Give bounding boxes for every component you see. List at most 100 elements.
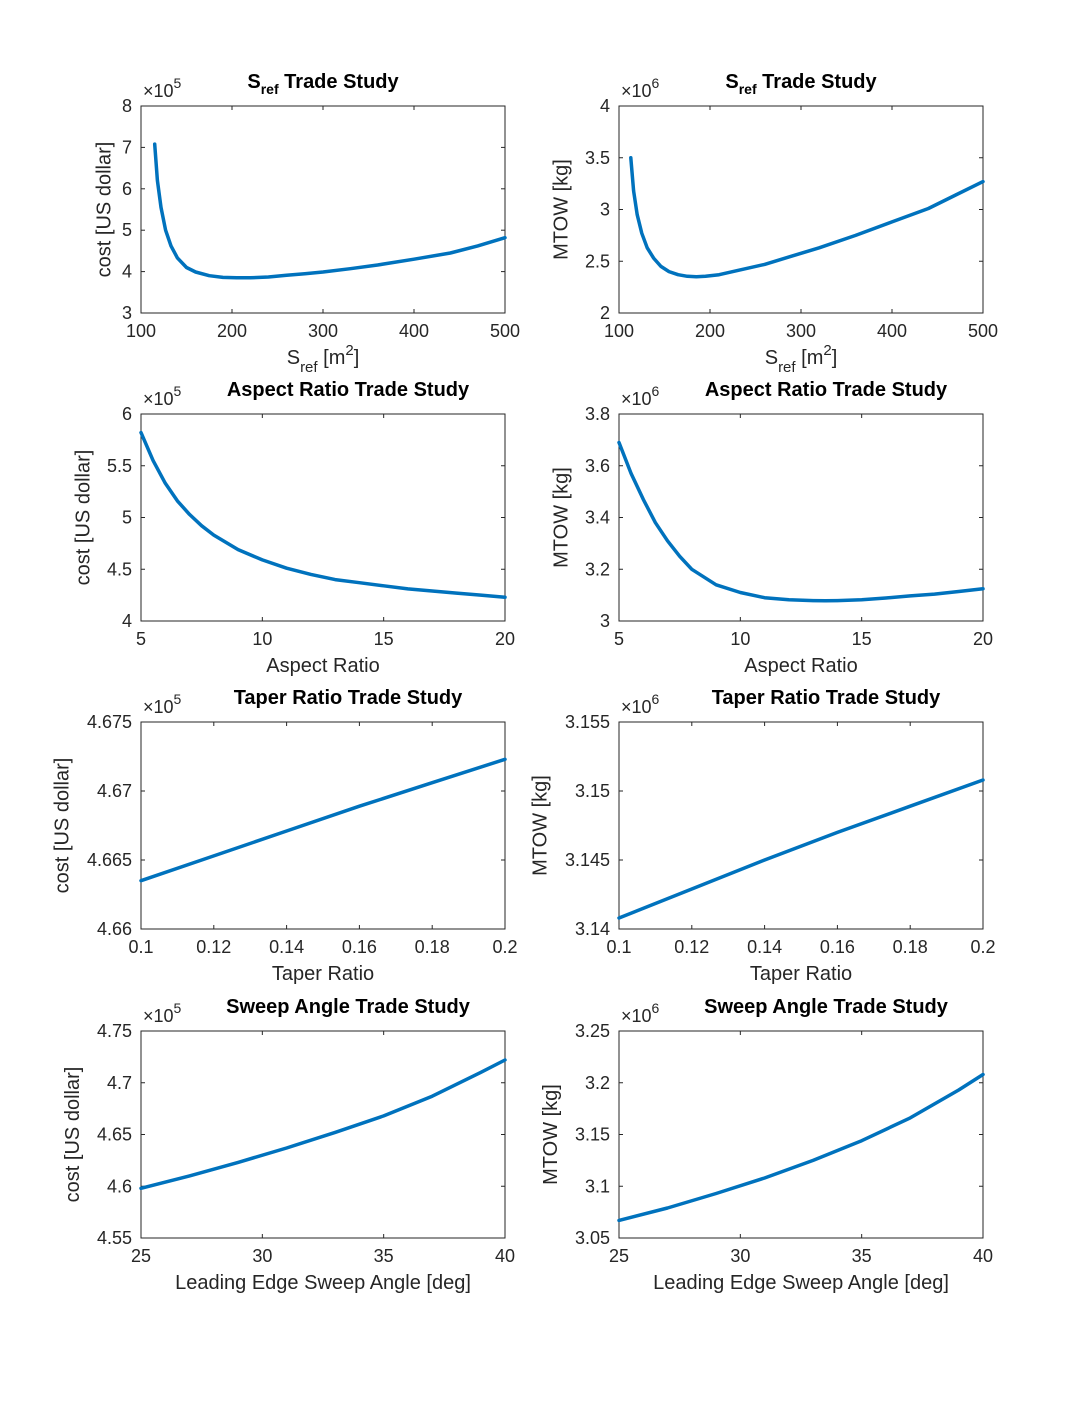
- y-tick-label: 4.65: [97, 1125, 132, 1145]
- x-tick-label: 10: [730, 629, 750, 649]
- x-tick-label: 400: [877, 321, 907, 341]
- exponent-base: ×10: [143, 697, 174, 717]
- y-axis-label: MTOW [kg]: [551, 159, 573, 260]
- y-tick-label: 4: [122, 262, 132, 282]
- x-tick-label: 400: [399, 321, 429, 341]
- y-tick-label: 3.4: [585, 508, 610, 528]
- y-tick-label: 6: [122, 404, 132, 424]
- chart-title: Aspect Ratio Trade Study: [227, 379, 470, 401]
- x-axis-label: Leading Edge Sweep Angle [deg]: [653, 1272, 949, 1294]
- y-tick-label: 3.5: [585, 148, 610, 168]
- y-axis-label: MTOW [kg]: [530, 775, 552, 876]
- exponent-base: ×10: [621, 697, 652, 717]
- y-tick-label: 4: [600, 96, 610, 116]
- x-tick-label: 35: [374, 1246, 394, 1266]
- x-tick-label: 0.14: [269, 937, 304, 957]
- y-tick-label: 2: [600, 303, 610, 323]
- series-line-1: [152, 142, 507, 280]
- y-tick-label: 4.5: [107, 559, 132, 579]
- y-tick-label: 4.665: [87, 850, 132, 870]
- x-tick-label: 15: [374, 629, 394, 649]
- y-tick-label: 3.15: [575, 1125, 610, 1145]
- x-tick-label: 0.18: [893, 937, 928, 957]
- axis-exponent: ×106: [621, 383, 660, 409]
- x-tick-label: 40: [973, 1246, 993, 1266]
- series-line-1: [139, 430, 507, 599]
- chart-title: Sweep Angle Trade Study: [226, 996, 471, 1018]
- series-line-1: [617, 440, 985, 603]
- chart-title: Sref Trade Study: [725, 71, 877, 97]
- exponent-base: ×10: [621, 389, 652, 409]
- y-tick-label: 2.5: [585, 251, 610, 271]
- y-tick-label: 5: [122, 508, 132, 528]
- y-tick-label: 4.66: [97, 919, 132, 939]
- x-tick-label: 0.12: [196, 937, 231, 957]
- y-tick-label: 3: [600, 611, 610, 631]
- x-tick-label: 500: [968, 321, 998, 341]
- exponent-power: 5: [174, 691, 182, 707]
- x-tick-label: 5: [614, 629, 624, 649]
- exponent-power: 5: [174, 75, 182, 91]
- x-axis-label: Leading Edge Sweep Angle [deg]: [175, 1272, 471, 1294]
- y-tick-label: 3.6: [585, 456, 610, 476]
- x-axis-label: Aspect Ratio: [744, 655, 857, 677]
- axis-exponent: ×106: [621, 1000, 660, 1026]
- exponent-base: ×10: [621, 1006, 652, 1026]
- axis-exponent: ×105: [143, 75, 182, 101]
- x-tick-label: 5: [136, 629, 146, 649]
- y-tick-label: 5: [122, 220, 132, 240]
- y-tick-label: 3.14: [575, 919, 610, 939]
- y-tick-label: 3.1: [585, 1176, 610, 1196]
- x-tick-label: 10: [252, 629, 272, 649]
- chart-panel-8: 25 30 35 40 3.05 3.1 3.15 3.2 3.25 ×106 Sweep Angl…: [540, 996, 993, 1294]
- exponent-base: ×10: [143, 81, 174, 101]
- chart-title: Taper Ratio Trade Study: [712, 687, 941, 709]
- x-axis-label: Taper Ratio: [272, 963, 374, 985]
- x-tick-label: 20: [973, 629, 993, 649]
- y-axis-label: cost [US dollar]: [52, 758, 74, 894]
- x-tick-label: 25: [131, 1246, 151, 1266]
- y-tick-label: 3.05: [575, 1228, 610, 1248]
- x-tick-label: 0.1: [128, 937, 153, 957]
- x-tick-label: 30: [730, 1246, 750, 1266]
- chart-title: Sweep Angle Trade Study: [704, 996, 949, 1018]
- x-tick-label: 40: [495, 1246, 515, 1266]
- x-tick-label: 0.2: [492, 937, 517, 957]
- y-tick-label: 4.7: [107, 1073, 132, 1093]
- exponent-power: 5: [174, 383, 182, 399]
- plot-area: [140, 105, 506, 314]
- exponent-power: 6: [652, 383, 660, 399]
- x-axis-label: Aspect Ratio: [266, 655, 379, 677]
- x-tick-label: 0.16: [342, 937, 377, 957]
- x-axis-label: Sref [m2]: [765, 342, 838, 376]
- x-tick-label: 30: [252, 1246, 272, 1266]
- x-tick-label: 35: [852, 1246, 872, 1266]
- exponent-base: ×10: [143, 1006, 174, 1026]
- y-tick-label: 3.8: [585, 404, 610, 424]
- chart-panel-2: 100 200 300 400 500 2 2.5 3 3.5 4 ×106 Sref Trade S…: [551, 71, 999, 376]
- y-axis-label: cost [US dollar]: [94, 142, 116, 278]
- y-tick-label: 6: [122, 179, 132, 199]
- axis-exponent: ×105: [143, 383, 182, 409]
- y-tick-label: 8: [122, 96, 132, 116]
- y-tick-label: 4.675: [87, 712, 132, 732]
- x-tick-label: 0.14: [747, 937, 782, 957]
- y-tick-label: 3.2: [585, 1073, 610, 1093]
- x-tick-label: 200: [217, 321, 247, 341]
- series-line-1: [139, 757, 507, 883]
- exponent-base: ×10: [143, 389, 174, 409]
- x-axis-label: Sref [m2]: [287, 342, 360, 376]
- exponent-power: 6: [652, 691, 660, 707]
- x-tick-label: 0.2: [970, 937, 995, 957]
- chart-title: Taper Ratio Trade Study: [234, 687, 463, 709]
- y-tick-label: 4.75: [97, 1021, 132, 1041]
- y-tick-label: 3.145: [565, 850, 610, 870]
- x-tick-label: 300: [308, 321, 338, 341]
- series-line-1: [139, 1058, 507, 1191]
- y-tick-label: 3.2: [585, 559, 610, 579]
- exponent-power: 6: [652, 75, 660, 91]
- plot-area: [618, 413, 984, 622]
